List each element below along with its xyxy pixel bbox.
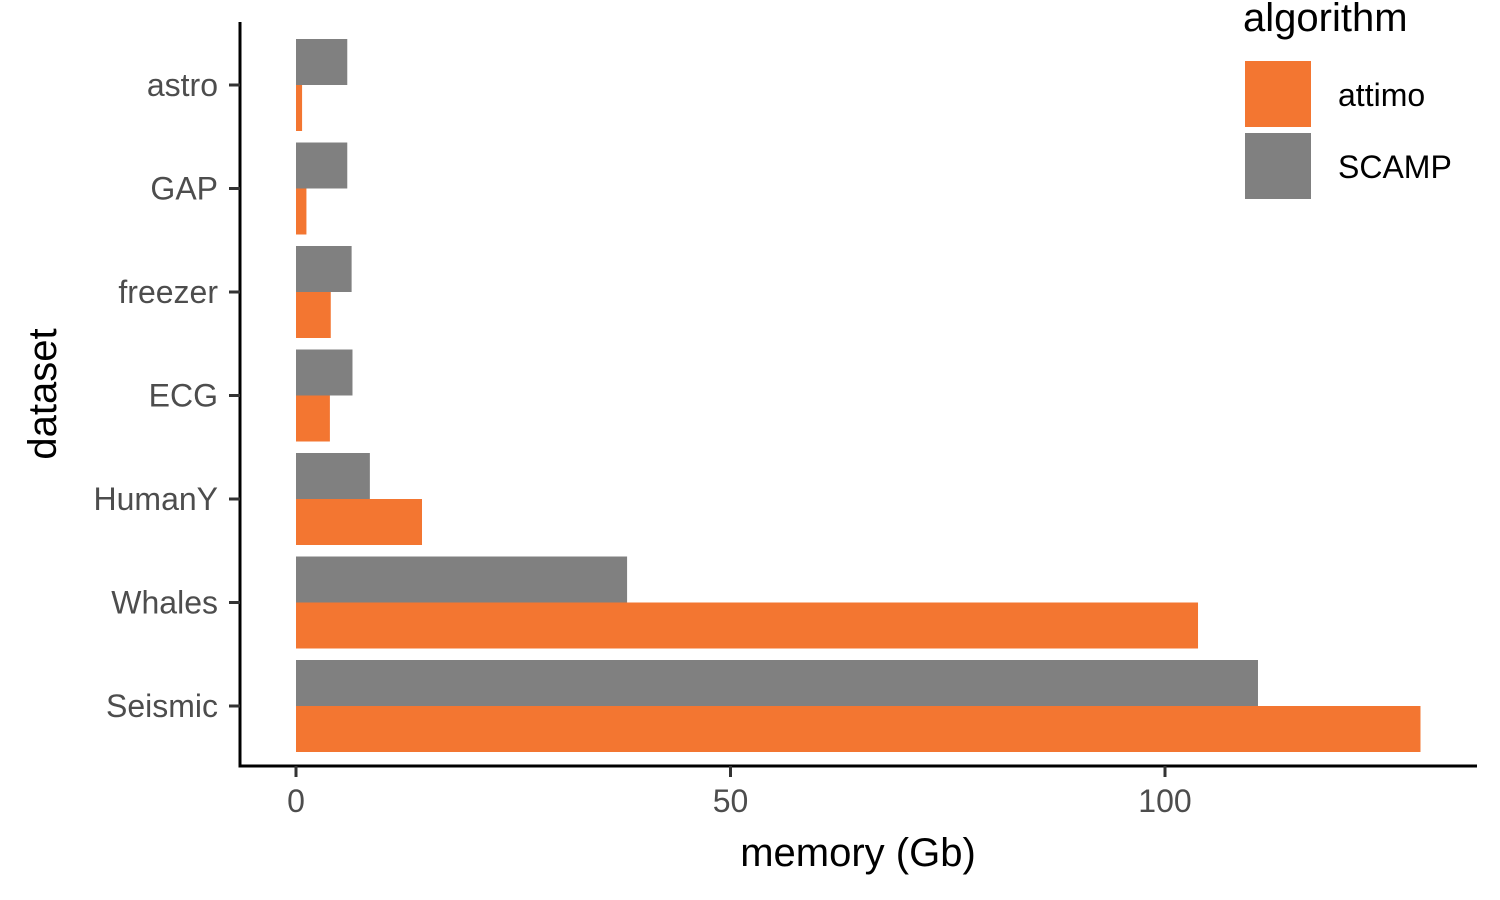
y-ticks-group: astro GAP freezer ECG HumanY Whales Seismic xyxy=(94,67,240,724)
bars-group xyxy=(296,39,1421,752)
bar-scamp-astro xyxy=(296,39,348,85)
bar-scamp-gap xyxy=(296,142,348,189)
legend-swatch-attimo xyxy=(1245,61,1311,127)
bar-scamp-freezer xyxy=(296,246,352,292)
y-tick-label-freezer: freezer xyxy=(118,274,218,310)
bar-attimo-astro xyxy=(296,85,303,131)
x-tick-label-100: 100 xyxy=(1138,783,1191,819)
y-tick-label-humany: HumanY xyxy=(94,481,219,517)
x-axis-title: memory (Gb) xyxy=(740,831,976,875)
bar-attimo-whales xyxy=(296,602,1199,649)
x-tick-label-50: 50 xyxy=(713,783,749,819)
y-tick-label-seismic: Seismic xyxy=(106,688,218,724)
legend-label-attimo: attimo xyxy=(1338,77,1425,113)
legend-swatch-scamp xyxy=(1245,133,1311,199)
bar-attimo-ecg xyxy=(296,395,330,442)
bar-attimo-seismic xyxy=(296,706,1421,752)
y-tick-label-astro: astro xyxy=(147,67,218,103)
y-tick-label-whales: Whales xyxy=(111,585,218,621)
bar-scamp-humany xyxy=(296,453,370,499)
y-tick-label-gap: GAP xyxy=(150,171,218,207)
bar-scamp-whales xyxy=(296,556,628,603)
legend: algorithm attimo SCAMP xyxy=(1243,0,1452,199)
bar-attimo-humany xyxy=(296,499,423,545)
bar-scamp-ecg xyxy=(296,349,353,396)
bar-attimo-gap xyxy=(296,188,307,235)
legend-label-scamp: SCAMP xyxy=(1338,149,1452,185)
legend-title: algorithm xyxy=(1243,0,1408,40)
x-tick-label-0: 0 xyxy=(287,783,305,819)
y-axis-title: dataset xyxy=(21,328,65,459)
x-ticks-group: 0 50 100 xyxy=(287,766,1192,819)
bar-scamp-seismic xyxy=(296,660,1258,706)
bar-attimo-freezer xyxy=(296,292,331,338)
y-tick-label-ecg: ECG xyxy=(149,378,218,414)
